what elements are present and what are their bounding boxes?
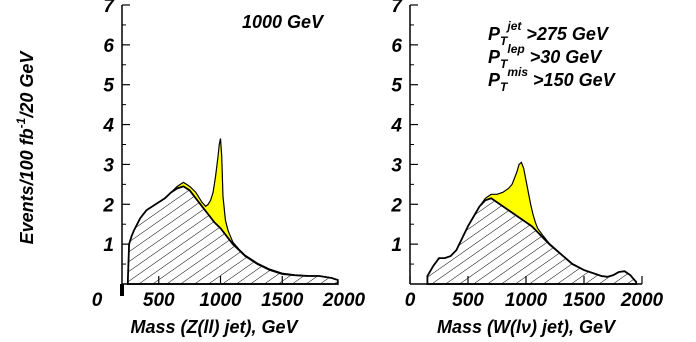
annotation-cut-2-base: P <box>488 70 501 90</box>
y-tick-label-left-5: 5 <box>103 76 114 97</box>
y-tick-label-right-7: 7 <box>391 0 403 17</box>
annotation-cut-2-sub: T <box>500 80 509 94</box>
y-tick-label-left-3: 3 <box>103 155 114 176</box>
x-tick-label-left-1000: 1000 <box>199 290 242 311</box>
annotation-cut-2: PTmis >150 GeV <box>488 65 617 94</box>
y-tick-label-right-1: 1 <box>391 235 402 256</box>
annotation-cut-1-sub: T <box>500 57 509 71</box>
annotation-cut-1-sup: lep <box>507 42 524 56</box>
annotation-mass: 1000 GeV <box>242 12 325 32</box>
x-axis-title-left: Mass (Z(ll) jet), GeV <box>130 317 299 337</box>
y-tick-label-right-2: 2 <box>390 195 402 216</box>
annotation-cut-2-rest: >150 GeV <box>528 70 617 90</box>
x-tick-label-left-0: 0 <box>92 290 103 311</box>
y-tick-label-left-7: 7 <box>103 0 115 17</box>
y-tick-label-left-4: 4 <box>102 116 114 137</box>
background-area-right <box>426 197 638 285</box>
y-tick-label-left-2: 2 <box>102 195 114 216</box>
y-axis-title-main: Events/100 fb <box>17 128 37 244</box>
x-tick-label-right-1500: 1500 <box>563 290 606 311</box>
x-tick-label-right-500: 500 <box>452 290 484 311</box>
x-axis-title-right: Mass (W(lν) jet), GeV <box>437 317 617 337</box>
annotation-cut-1-base: P <box>488 47 501 67</box>
y-axis-title: Events/100 fb-1/20 GeV <box>14 50 37 245</box>
annotation-cut-0: PTjet >275 GeV <box>488 19 610 48</box>
y-tick-label-right-4: 4 <box>390 116 402 137</box>
x-tick-label-left-1500: 1500 <box>261 290 304 311</box>
annotation-cut-0-rest: >275 GeV <box>521 24 610 44</box>
y-tick-label-left-1: 1 <box>103 235 114 256</box>
annotation-cut-0-sup: jet <box>505 19 522 33</box>
y-tick-label-right-6: 6 <box>391 36 402 57</box>
annotation-cut-0-sub: T <box>500 34 509 48</box>
background-area-left <box>126 185 339 285</box>
x-tick-label-left-2000: 2000 <box>322 290 366 311</box>
annotation-cut-0-base: P <box>488 24 501 44</box>
y-tick-label-right-5: 5 <box>391 76 402 97</box>
annotation-cut-1: PTlep >30 GeV <box>488 42 603 71</box>
x-tick-label-right-2000: 2000 <box>620 290 664 311</box>
y-axis-title-suffix: /20 GeV <box>17 50 37 119</box>
y-tick-label-right-3: 3 <box>391 155 402 176</box>
annotation-cut-2-sup: mis <box>507 65 528 79</box>
x-tick-label-right-1000: 1000 <box>505 290 548 311</box>
x-tick-label-left-500: 500 <box>143 290 175 311</box>
x-tick-label-right-0: 0 <box>405 290 416 311</box>
y-tick-label-left-6: 6 <box>103 36 114 57</box>
panel-left: 1 2 3 4 5 6 7 0 500 1000 1500 2000 Mass (Z(ll) jet),… <box>92 0 366 337</box>
annotation-cut-1-rest: >30 GeV <box>525 47 604 67</box>
y-axis-title-sup: -1 <box>14 117 28 128</box>
